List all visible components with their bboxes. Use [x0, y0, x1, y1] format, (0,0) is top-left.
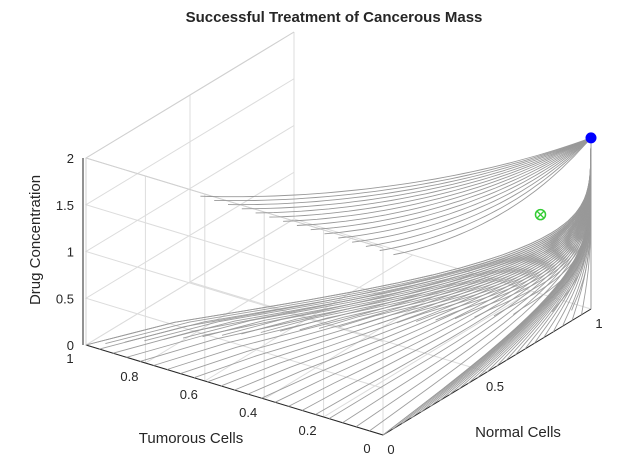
z-tick-label: 1.5	[56, 198, 74, 213]
point-markers	[534, 132, 597, 221]
trajectory	[365, 137, 592, 247]
x-tick-label: 0.5	[486, 379, 504, 394]
trajectory	[393, 137, 592, 256]
trajectory	[283, 137, 592, 222]
trajectory	[255, 137, 592, 214]
trajectory	[296, 137, 592, 226]
trajectory	[338, 137, 592, 239]
z-tick-label: 0.5	[56, 291, 74, 306]
saddle-point-marker	[534, 208, 547, 221]
trajectory	[227, 137, 592, 206]
trajectory	[200, 137, 592, 198]
trajectory	[379, 137, 592, 251]
trajectory	[310, 137, 592, 231]
y-tick-label: 0.8	[120, 369, 138, 384]
trajectory-lines	[85, 137, 592, 436]
saddle-point-cross	[536, 210, 545, 219]
x-tick-label: 1	[595, 316, 602, 331]
z-tick-label: 1	[67, 245, 74, 260]
z-axis-label: Drug Concentration	[27, 175, 44, 305]
y-tick-label: 1	[66, 351, 73, 366]
box-edge	[85, 31, 295, 159]
trajectory	[352, 137, 592, 243]
trajectory	[214, 137, 592, 202]
y-tick-label: 0.4	[239, 405, 257, 420]
y-tick-label: 0.6	[180, 387, 198, 402]
trajectory	[269, 137, 592, 218]
trajectory	[324, 137, 592, 235]
y-axis-label: Tumorous Cells	[139, 430, 243, 447]
y-tick-label: 0.2	[299, 423, 317, 438]
x-tick-label: 0	[387, 442, 394, 457]
chart-title: Successful Treatment of Cancerous Mass	[186, 9, 483, 26]
trajectory	[241, 137, 592, 210]
trajectory	[85, 137, 592, 346]
x-axis-label: Normal Cells	[475, 424, 561, 441]
z-tick-label: 0	[67, 338, 74, 353]
attractor-point-marker	[585, 132, 597, 144]
y-tick-label: 0	[363, 441, 370, 456]
z-tick-label: 2	[67, 151, 74, 166]
